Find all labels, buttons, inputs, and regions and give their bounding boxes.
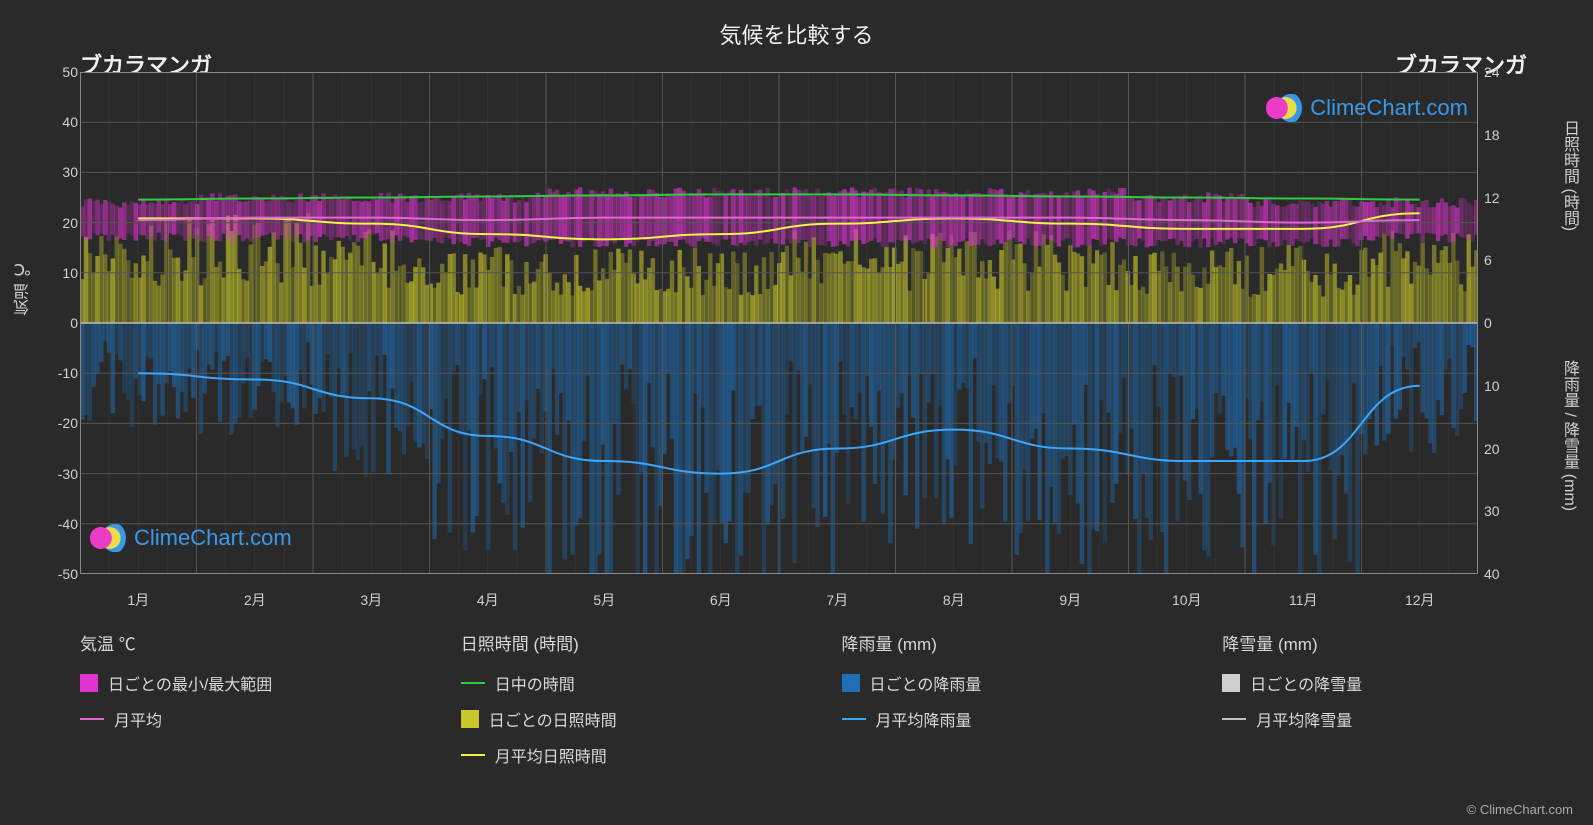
y-left-tick: 10: [42, 265, 78, 281]
legend-item: 月平均: [80, 707, 421, 731]
legend-item: 日中の時間: [461, 671, 802, 695]
legend-swatch: [842, 718, 866, 720]
legend-label: 日ごとの降雨量: [870, 671, 982, 695]
chart-svg: [80, 72, 1478, 574]
legend-column: 降雨量 (mm) 日ごとの降雨量月平均降雨量: [842, 630, 1183, 779]
legend-item: 月平均降雪量: [1222, 707, 1563, 731]
y-left-tick: 50: [42, 64, 78, 80]
legend-item: 日ごとの日照時間: [461, 707, 802, 731]
legend-swatch: [461, 754, 485, 756]
legend-label: 日ごとの日照時間: [489, 707, 617, 731]
x-tick-label: 4月: [477, 590, 499, 610]
x-tick-label: 9月: [1059, 590, 1081, 610]
x-tick-label: 12月: [1405, 590, 1435, 610]
y-right-bottom-tick: 40: [1484, 566, 1500, 582]
x-tick-label: 2月: [244, 590, 266, 610]
y-left-tick: 30: [42, 164, 78, 180]
axis-title-right-top: 日照時間 (時間): [1557, 120, 1581, 231]
legend-column: 降雪量 (mm) 日ごとの降雪量月平均降雪量: [1222, 630, 1563, 779]
legend: 気温 ℃ 日ごとの最小/最大範囲月平均 日照時間 (時間) 日中の時間日ごとの日照時間…: [80, 630, 1563, 779]
chart-container: 気候を比較する ブカラマンガ ブカラマンガ 気温 ℃ 日照時間 (時間) 降雨量…: [0, 0, 1593, 825]
climechart-icon: [90, 520, 126, 556]
legend-label: 月平均降雪量: [1256, 707, 1352, 731]
y-right-bottom-tick: 10: [1484, 378, 1500, 394]
axis-title-left: 気温 ℃: [12, 260, 36, 315]
climechart-icon: [1266, 90, 1302, 126]
credit-text: © ClimeChart.com: [1467, 802, 1573, 817]
y-left-tick: -40: [42, 516, 78, 532]
y-right-bottom-tick: 20: [1484, 441, 1500, 457]
chart-title: 気候を比較する: [0, 18, 1593, 50]
y-left-tick: -50: [42, 566, 78, 582]
legend-title: 降雨量 (mm): [842, 630, 1183, 655]
x-tick-label: 1月: [127, 590, 149, 610]
legend-swatch: [1222, 674, 1240, 692]
watermark-logo-top: ClimeChart.com: [1266, 90, 1468, 126]
x-tick-label: 8月: [943, 590, 965, 610]
legend-swatch: [1222, 718, 1246, 720]
y-left-tick: 0: [42, 315, 78, 331]
x-axis-labels: 1月 2月 3月 4月 5月 6月 7月 8月 9月 10月 11月 12月: [80, 590, 1478, 608]
y-axis-left-labels: -50-40-30-20-1001020304050: [42, 72, 78, 574]
legend-item: 日ごとの最小/最大範囲: [80, 671, 421, 695]
legend-label: 日ごとの最小/最大範囲: [108, 671, 272, 695]
legend-swatch: [842, 674, 860, 692]
y-left-tick: -30: [42, 466, 78, 482]
legend-label: 日中の時間: [495, 671, 575, 695]
axis-title-right-bottom: 降雨量 / 降雪量 (mm): [1557, 360, 1581, 511]
legend-swatch: [80, 674, 98, 692]
legend-swatch: [461, 682, 485, 684]
y-right-bottom-tick: 30: [1484, 503, 1500, 519]
watermark-text: ClimeChart.com: [134, 525, 292, 551]
y-left-tick: -20: [42, 415, 78, 431]
plot-area: ClimeChart.com ClimeChart.com: [80, 72, 1478, 574]
legend-swatch: [461, 710, 479, 728]
legend-label: 月平均: [114, 707, 162, 731]
legend-label: 月平均降雨量: [876, 707, 972, 731]
y-left-tick: -10: [42, 365, 78, 381]
y-left-tick: 20: [42, 215, 78, 231]
x-tick-label: 10月: [1172, 590, 1202, 610]
x-tick-label: 6月: [710, 590, 732, 610]
y-axis-right-bottom-labels: 10203040: [1484, 72, 1514, 574]
legend-swatch: [80, 718, 104, 720]
legend-item: 月平均降雨量: [842, 707, 1183, 731]
y-left-tick: 40: [42, 114, 78, 130]
x-tick-label: 7月: [826, 590, 848, 610]
legend-column: 気温 ℃ 日ごとの最小/最大範囲月平均: [80, 630, 421, 779]
legend-item: 月平均日照時間: [461, 743, 802, 767]
legend-column: 日照時間 (時間) 日中の時間日ごとの日照時間月平均日照時間: [461, 630, 802, 779]
legend-title: 降雪量 (mm): [1222, 630, 1563, 655]
legend-item: 日ごとの降雨量: [842, 671, 1183, 695]
legend-title: 気温 ℃: [80, 630, 421, 655]
watermark-logo-bottom: ClimeChart.com: [90, 520, 292, 556]
watermark-text: ClimeChart.com: [1310, 95, 1468, 121]
legend-label: 月平均日照時間: [495, 743, 607, 767]
x-tick-label: 11月: [1289, 590, 1318, 610]
x-tick-label: 5月: [593, 590, 615, 610]
legend-label: 日ごとの降雪量: [1250, 671, 1362, 695]
legend-title: 日照時間 (時間): [461, 630, 802, 655]
x-tick-label: 3月: [360, 590, 382, 610]
legend-item: 日ごとの降雪量: [1222, 671, 1563, 695]
